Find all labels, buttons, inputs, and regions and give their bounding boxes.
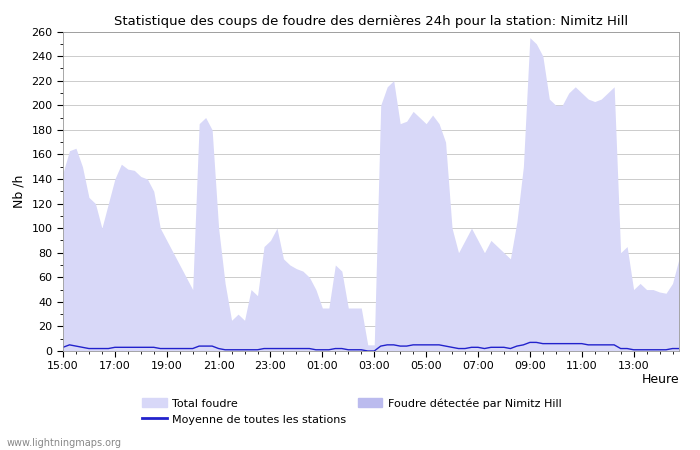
Title: Statistique des coups de foudre des dernières 24h pour la station: Nimitz Hill: Statistique des coups de foudre des dern… bbox=[114, 14, 628, 27]
Legend: Total foudre, Moyenne de toutes les stations, Foudre détectée par Nimitz Hill: Total foudre, Moyenne de toutes les stat… bbox=[143, 398, 561, 425]
Text: www.lightningmaps.org: www.lightningmaps.org bbox=[7, 438, 122, 448]
Text: Heure: Heure bbox=[641, 374, 679, 387]
Y-axis label: Nb /h: Nb /h bbox=[13, 175, 26, 208]
